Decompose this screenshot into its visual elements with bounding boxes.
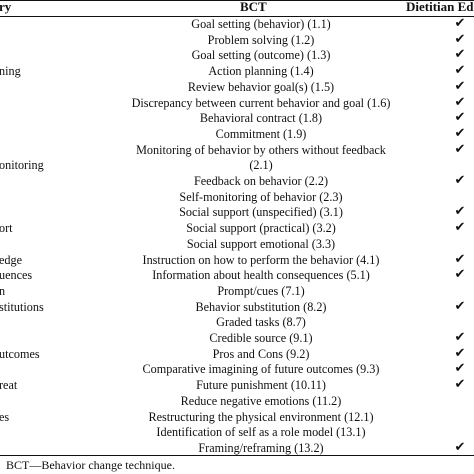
row-category: es [0, 409, 10, 424]
row-bct: Reduce negative emotions (11.2) [180, 393, 342, 408]
row-check-icon: ✔ [454, 220, 466, 236]
row-category: reat [0, 378, 18, 393]
row-bct: Goal setting (outcome) (1.3) [191, 48, 331, 63]
row-bct: Discrepancy between current behavior and… [131, 95, 391, 110]
row-check-icon: ✔ [454, 361, 466, 377]
row-bct: Feedback on behavior (2.2) [193, 174, 328, 188]
row-check-icon: ✔ [454, 63, 466, 79]
row-check-icon: ✔ [454, 16, 466, 31]
top-rule [0, 0, 474, 1]
row-bct: Goal setting (behavior) (1.1) [191, 17, 331, 31]
row-bct: Prompt/cues (7.1) [217, 283, 305, 298]
row-check-icon: ✔ [454, 377, 466, 393]
header-dietitian: Dietitian Ed [406, 0, 474, 14]
row-bct: Comparative imagining of future outcomes… [142, 362, 380, 377]
row-check-icon: ✔ [454, 439, 466, 455]
row-check-icon [452, 236, 468, 252]
row-check-icon: ✔ [454, 267, 466, 283]
row-bct: Problem solving (1.2) [207, 32, 315, 47]
row-check-icon [452, 283, 468, 299]
row-bct: Social support (practical) (3.2) [186, 221, 336, 236]
row-bct: Social support (unspecified) (3.1) [179, 205, 343, 220]
row-category: onitoring [0, 158, 44, 173]
row-bct: Identification of self as a role model (… [156, 425, 366, 440]
row-check-icon: ✔ [454, 173, 466, 188]
row-check-icon [452, 189, 468, 205]
row-bct: Commitment (1.9) [215, 126, 307, 141]
header-bct: BCT [240, 0, 267, 14]
row-check-icon: ✔ [454, 298, 466, 314]
row-check-icon: ✔ [454, 125, 466, 141]
row-bct: Instruction on how to perform the behavi… [142, 252, 380, 267]
row-bct: Self-monitoring of behavior (2.3) [179, 189, 343, 204]
row-bct: Action planning (1.4) [208, 64, 314, 79]
row-check-icon: ✔ [454, 204, 466, 220]
row-bct: Review behavior goal(s) (1.5) [187, 79, 335, 94]
row-bct: Social support emotional (3.3) [186, 236, 336, 251]
row-bct: Pros and Cons (9.2) [212, 346, 310, 361]
row-bct: Behavior substitution (8.2) [195, 299, 327, 314]
row-category: uences [0, 268, 33, 283]
row-check-icon: ✔ [454, 31, 466, 47]
row-bct: (2.1) [249, 158, 273, 173]
row-check-icon [452, 409, 468, 425]
row-category: utcomes [0, 346, 40, 361]
row-check-icon: ✔ [454, 251, 466, 267]
row-check-icon: ✔ [454, 345, 466, 361]
table-footnote: BCT—Behavior change technique. [6, 458, 175, 472]
row-category: stitutions [0, 299, 44, 314]
row-check-icon [452, 314, 468, 330]
row-category: ort [0, 221, 13, 236]
row-check-icon: ✔ [454, 110, 466, 126]
row-bct: Framing/reframing (13.2) [198, 440, 324, 455]
row-check-icon: ✔ [454, 94, 466, 110]
row-bct: Information about health consequences (5… [152, 268, 370, 283]
bottom-rule [0, 455, 474, 456]
row-bct: Monitoring of behavior by others without… [136, 142, 386, 157]
row-check-icon: ✔ [454, 47, 466, 63]
row-bct: Graded tasks (8.7) [216, 315, 306, 330]
header-rule [0, 16, 474, 17]
row-category: edge [0, 252, 23, 267]
row-check-icon: ✔ [454, 330, 466, 345]
row-check-icon: ✔ [454, 141, 466, 157]
row-bct: Behavioral contract (1.8) [199, 111, 323, 126]
row-bct: Credible source (9.1) [209, 331, 313, 345]
row-check-icon [452, 424, 468, 440]
row-bct: Future punishment (10.11) [196, 378, 326, 393]
row-check-icon [452, 157, 468, 173]
row-category: n [0, 283, 6, 298]
row-check-icon: ✔ [454, 78, 466, 94]
row-bct: Restructuring the physical environment (… [148, 409, 374, 424]
header-category: ry [0, 0, 12, 14]
row-category: ning [0, 64, 21, 79]
row-check-icon [452, 393, 468, 409]
